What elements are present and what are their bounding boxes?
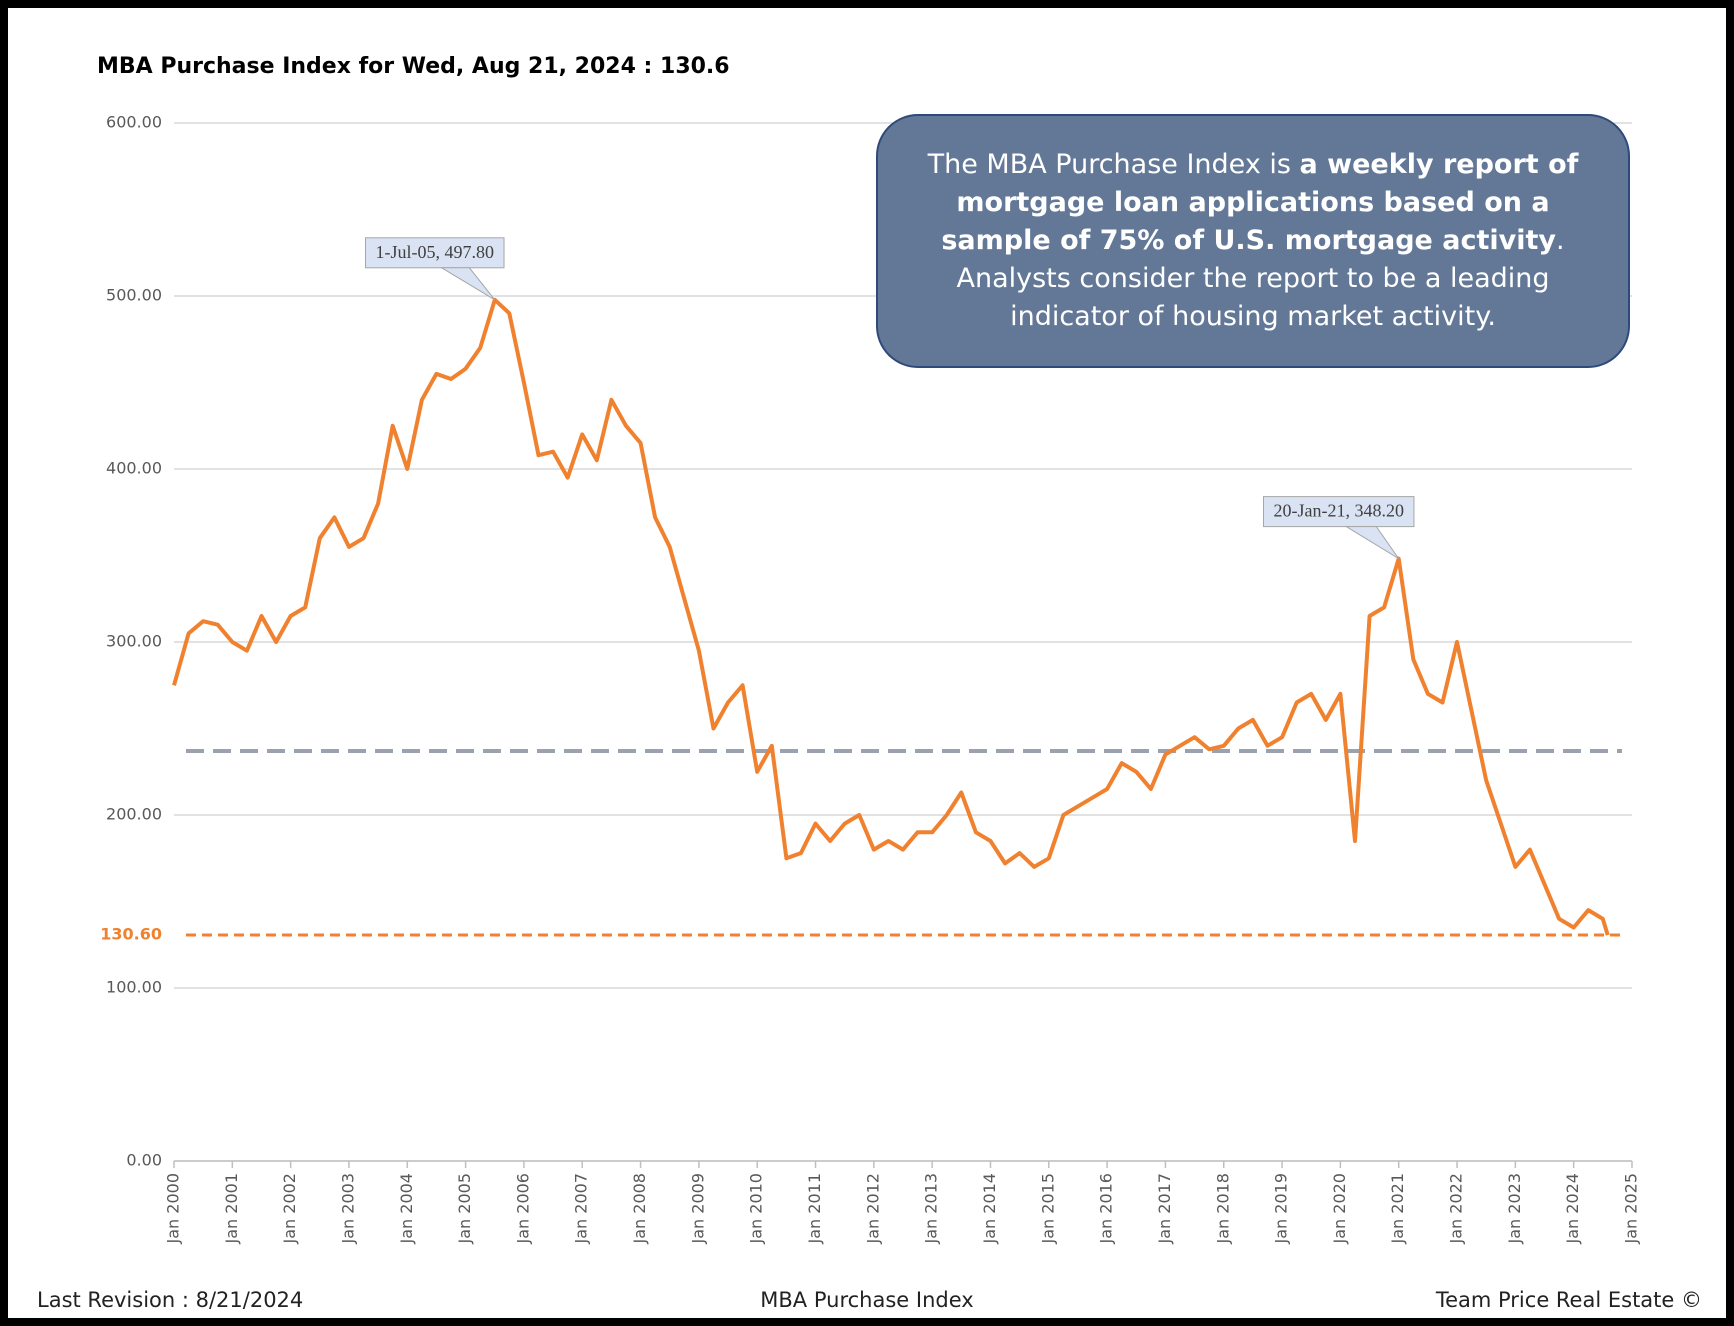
- info-segment: The MBA Purchase Index is: [927, 149, 1300, 180]
- info-box: The MBA Purchase Index is a weekly repor…: [876, 114, 1630, 368]
- series-line: [172, 297, 1610, 936]
- y-tick-label: 300.00: [106, 632, 162, 651]
- x-tick-label: Jan 2020: [1330, 1173, 1349, 1244]
- x-tick-label: Jan 2002: [280, 1173, 299, 1244]
- footer-center: MBA Purchase Index: [760, 1288, 974, 1312]
- x-tick-label: Jan 2019: [1272, 1173, 1291, 1244]
- y-tick-label: 500.00: [106, 286, 162, 305]
- y-tick-label: 400.00: [106, 459, 162, 478]
- x-tick-label: Jan 2016: [1097, 1173, 1116, 1244]
- y-tick-label: 0.00: [126, 1151, 162, 1170]
- x-tick-label: Jan 2024: [1563, 1173, 1582, 1244]
- y-tick-label: 100.00: [106, 978, 162, 997]
- x-tick-label: Jan 2007: [572, 1173, 591, 1244]
- y-tick-label: 200.00: [106, 805, 162, 824]
- annotation: 1-Jul-05, 497.80: [365, 237, 505, 301]
- x-tick-label: Jan 2010: [747, 1173, 766, 1244]
- x-tick-label: Jan 2004: [397, 1173, 416, 1244]
- info-segment: a weekly report of mortgage loan applica…: [941, 149, 1579, 256]
- annotation-pointer: [439, 267, 496, 301]
- reference-label: 130.60: [100, 925, 162, 944]
- annotation: 20-Jan-21, 348.20: [1262, 496, 1415, 560]
- x-tick-label: Jan 2021: [1388, 1173, 1407, 1244]
- annotation-pointer: [1344, 526, 1400, 560]
- x-tick-label: Jan 2001: [222, 1173, 241, 1244]
- x-tick-label: Jan 2005: [455, 1173, 474, 1244]
- annotation-box: [1262, 496, 1415, 528]
- x-tick-label: Jan 2017: [1155, 1173, 1174, 1244]
- x-tick-label: Jan 2015: [1038, 1173, 1057, 1244]
- annotation-box: [365, 237, 505, 269]
- x-tick-label: Jan 2009: [688, 1173, 707, 1244]
- x-tick-label: Jan 2003: [338, 1173, 357, 1244]
- x-tick-label: Jan 2006: [513, 1173, 532, 1244]
- info-text: The MBA Purchase Index is a weekly repor…: [918, 146, 1588, 336]
- x-tick-label: Jan 2023: [1505, 1173, 1524, 1244]
- footer-left: Last Revision : 8/21/2024: [37, 1288, 304, 1312]
- x-tick-label: Jan 2013: [922, 1173, 941, 1244]
- x-tick-label: Jan 2008: [630, 1173, 649, 1244]
- x-tick-label: Jan 2018: [1213, 1173, 1232, 1244]
- chart: MBA Purchase Index for Wed, Aug 21, 2024…: [97, 54, 1641, 1244]
- y-tick-label: 600.00: [106, 113, 162, 132]
- chart-title: MBA Purchase Index for Wed, Aug 21, 2024…: [97, 54, 730, 79]
- x-tick-label: Jan 2000: [164, 1173, 183, 1244]
- annotation-text: 20-Jan-21, 348.20: [1273, 501, 1403, 521]
- annotation-text: 1-Jul-05, 497.80: [376, 242, 495, 262]
- info-segment: . Analysts consider the report to be a l…: [956, 225, 1565, 332]
- x-tick-label: Jan 2025: [1622, 1173, 1641, 1244]
- x-tick-label: Jan 2012: [863, 1173, 882, 1244]
- x-tick-label: Jan 2014: [980, 1173, 999, 1244]
- x-tick-label: Jan 2011: [805, 1173, 824, 1244]
- footer-right: Team Price Real Estate ©: [1435, 1288, 1702, 1312]
- x-tick-label: Jan 2022: [1447, 1173, 1466, 1244]
